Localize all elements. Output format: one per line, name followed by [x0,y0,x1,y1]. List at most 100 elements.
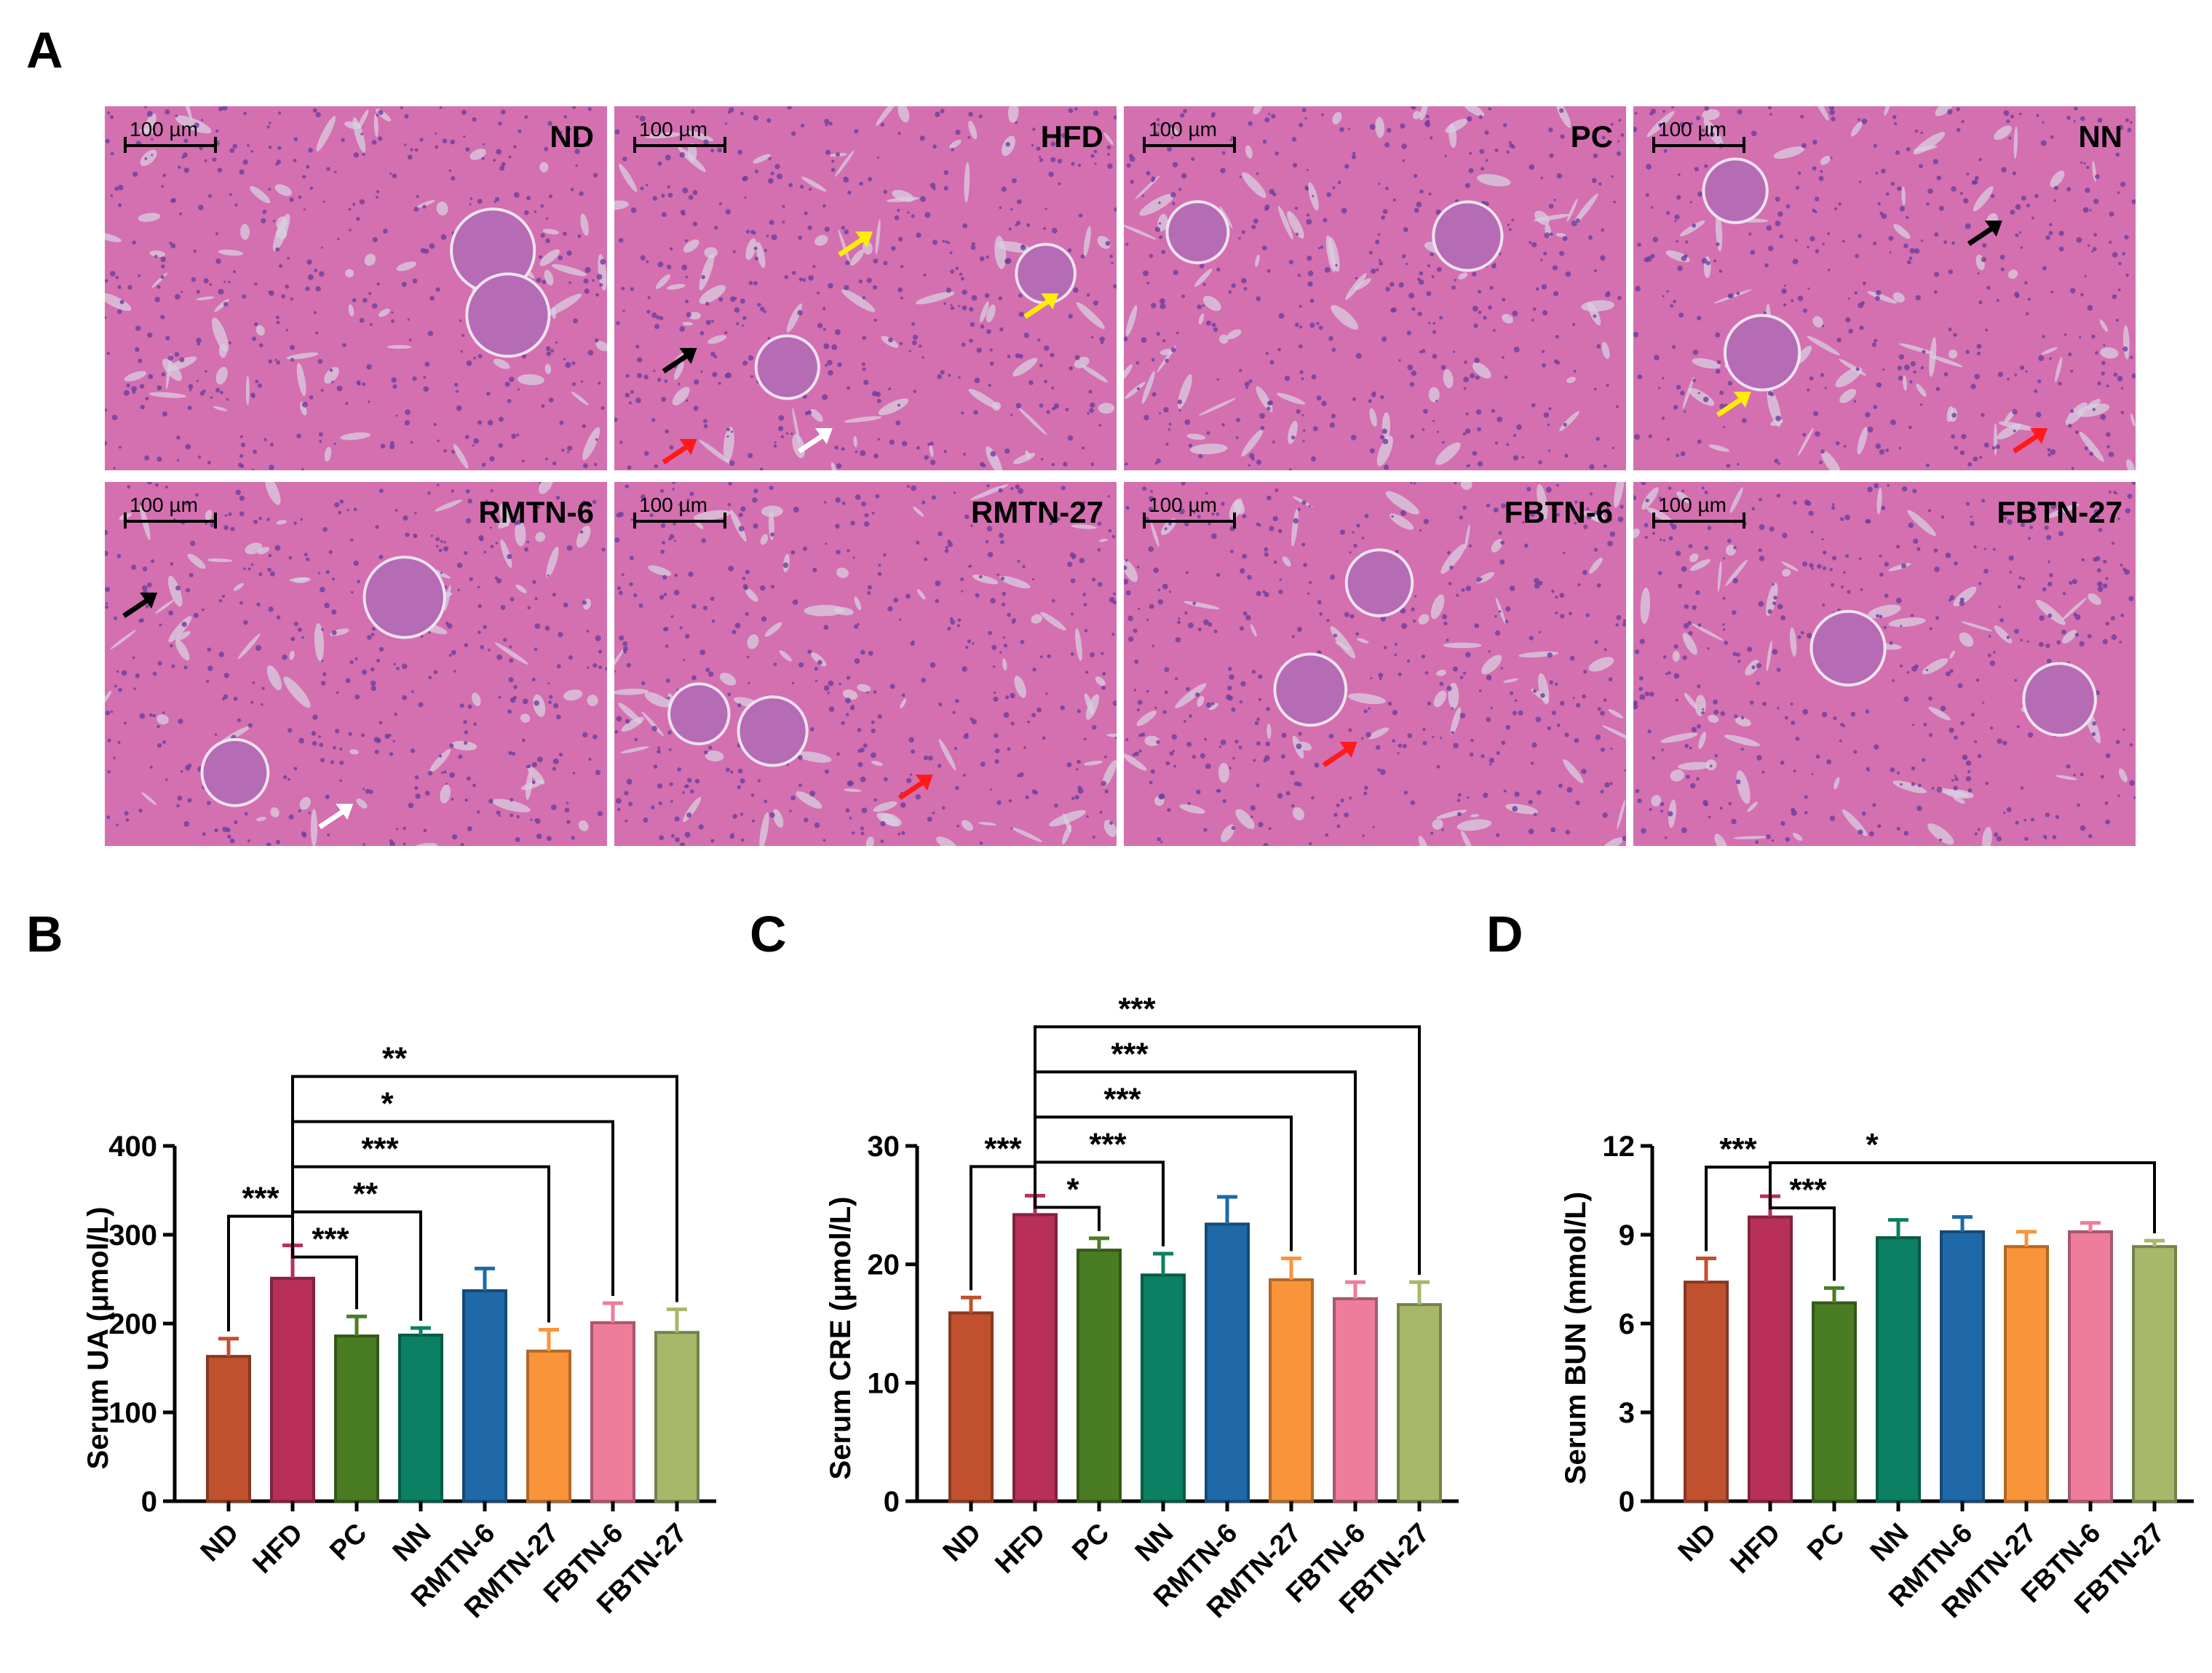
significance-label: *** [1103,1081,1141,1117]
annotation-arrowhead [1984,221,2002,237]
y-tick-label: 300 [108,1219,157,1251]
bar [270,1276,315,1503]
y-axis-label: Serum UA (μmol/L) [82,1207,114,1470]
micrograph-grid: 100 µm ND 100 µm HFD 100 µm PC 100 µm NN 100 µm R… [105,106,2136,849]
panel-letter-c: C [750,906,787,962]
significance-label: * [1866,1127,1879,1163]
y-tick-label: 0 [1619,1486,1635,1518]
bar [1684,1281,1729,1503]
scale-bar-line [633,513,726,529]
significance-label: *** [1719,1131,1757,1167]
annotation-arrow [797,432,827,454]
tissue-image [1633,482,2136,846]
scale-bar: 100 µm [124,118,218,153]
group-label: HFD [1040,119,1103,154]
y-tick-label: 30 [868,1131,900,1163]
significance-label: * [1066,1171,1079,1207]
group-label: RMTN-27 [970,495,1103,529]
bar [590,1321,635,1503]
scale-bar: 100 µm [1143,118,1237,153]
group-label: ND [550,119,594,154]
y-tick-label: 6 [1619,1308,1635,1340]
x-tick-label: HFD [1724,1518,1786,1580]
bar [1876,1236,1921,1503]
x-tick-label: ND [937,1518,988,1568]
x-tick-label: ND [1673,1518,1723,1568]
annotation-arrowhead [140,593,158,609]
tissue-image [614,482,1117,846]
y-axis-label: Serum BUN (mmol/L) [1560,1192,1592,1484]
bar [1141,1273,1186,1503]
panel-letter-d: D [1486,906,1523,962]
scale-bar: 100 µm [633,118,728,153]
annotation-arrow [662,443,691,464]
scale-bar-line [124,137,217,153]
micrograph-tile: 100 µm FBTN-6 [1124,482,1626,846]
scale-bar-label: 100 µm [1658,494,1727,516]
annotation-arrow [2012,432,2042,454]
bar [1077,1249,1122,1503]
annotation-arrow [318,807,348,829]
scale-bar: 100 µm [124,494,218,529]
x-tick-label: HFD [989,1518,1051,1580]
scale-bar-label: 100 µm [639,494,707,516]
annotation-arrowhead [855,232,873,248]
scale-bar-label: 100 µm [130,118,198,141]
significance-label: *** [984,1131,1022,1166]
scale-bar-line [1143,137,1236,153]
micrograph-tile: 100 µm RMTN-6 [105,482,607,846]
micrograph-tile: 100 µm PC [1124,106,1626,470]
tissue-image [614,106,1117,470]
y-tick-label: 9 [1619,1219,1635,1251]
significance-label: *** [1789,1172,1827,1208]
scale-bar-line [633,137,726,153]
significance-label: ** [382,1041,408,1077]
scale-bar-label: 100 µm [1149,494,1217,516]
y-tick-label: 12 [1603,1131,1636,1163]
bar [1940,1230,1985,1503]
annotation-arrow [838,235,867,257]
bar [398,1333,443,1503]
scale-bar-label: 100 µm [1149,118,1217,141]
significance-bracket [1034,1025,1421,1275]
annotation-arrowhead [2029,428,2048,444]
y-tick-label: 0 [141,1486,157,1518]
y-tick-label: 400 [108,1131,157,1163]
significance-label: ** [353,1176,378,1212]
annotation-arrow [122,596,152,618]
annotation-arrowhead [1733,392,1751,408]
bar [526,1349,571,1503]
annotation-arrow [897,778,927,800]
tissue-image [1124,482,1626,846]
significance-bracket [291,1075,678,1302]
bar [334,1334,379,1503]
x-tick-label: NN [1130,1518,1180,1568]
scale-bar-label: 100 µm [1658,118,1727,141]
micrograph-tile: 100 µm HFD [614,106,1117,470]
y-tick-label: 20 [868,1249,900,1281]
bar [2132,1245,2177,1503]
scale-bar: 100 µm [1143,494,1237,529]
annotation-arrow [1322,745,1352,767]
annotation-arrowhead [679,348,697,364]
scale-bar-label: 100 µm [639,118,707,141]
tissue-image [105,106,607,470]
annotation-arrow [1967,224,1997,246]
bar [654,1331,699,1503]
bar [1748,1215,1793,1503]
annotation-arrowhead [1041,293,1059,309]
annotation-arrow [1023,297,1053,319]
y-tick-label: 10 [868,1367,900,1399]
bar [1333,1297,1378,1503]
annotation-arrowhead [814,428,833,444]
significance-bracket [1769,1193,1836,1281]
bar [1812,1301,1857,1503]
panel-letter-a: A [26,22,63,79]
tissue-image [105,482,607,846]
bar [462,1289,507,1503]
tissue-image [1633,106,2136,470]
micrograph-tile: 100 µm FBTN-27 [1633,482,2136,846]
